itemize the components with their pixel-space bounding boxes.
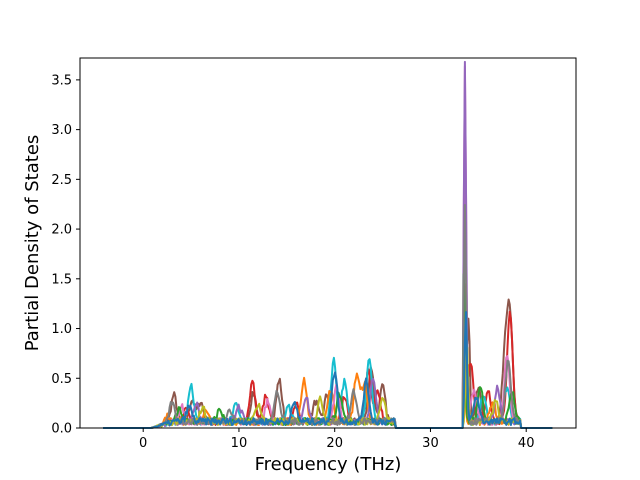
y-axis-ticks: 0.0 0.5 1.0 1.5 2.0 2.5 3.0 3.5 bbox=[51, 73, 80, 437]
axes-frame bbox=[79, 57, 577, 429]
y-tick-label: 2.5 bbox=[51, 173, 72, 188]
y-tick-label: 3.0 bbox=[51, 123, 72, 138]
pdos-series-line-10 bbox=[103, 311, 553, 429]
x-tick-label: 40 bbox=[518, 436, 535, 451]
x-axis-ticks: 0 10 20 30 40 bbox=[139, 428, 534, 451]
x-tick-label: 10 bbox=[231, 436, 248, 451]
y-tick-label: 1.0 bbox=[51, 322, 72, 337]
y-tick-label: 1.5 bbox=[51, 272, 72, 287]
x-tick-label: 0 bbox=[139, 436, 147, 451]
y-tick-label: 2.0 bbox=[51, 223, 72, 238]
y-tick-label: 0.0 bbox=[51, 422, 72, 437]
y-axis-label: Partial Density of States bbox=[22, 135, 43, 352]
x-axis-label: Frequency (THz) bbox=[255, 454, 402, 475]
y-tick-label: 3.5 bbox=[51, 73, 72, 88]
x-tick-label: 30 bbox=[422, 436, 439, 451]
x-tick-label: 20 bbox=[326, 436, 343, 451]
series-lines bbox=[103, 60, 553, 429]
y-tick-label: 0.5 bbox=[51, 372, 72, 387]
